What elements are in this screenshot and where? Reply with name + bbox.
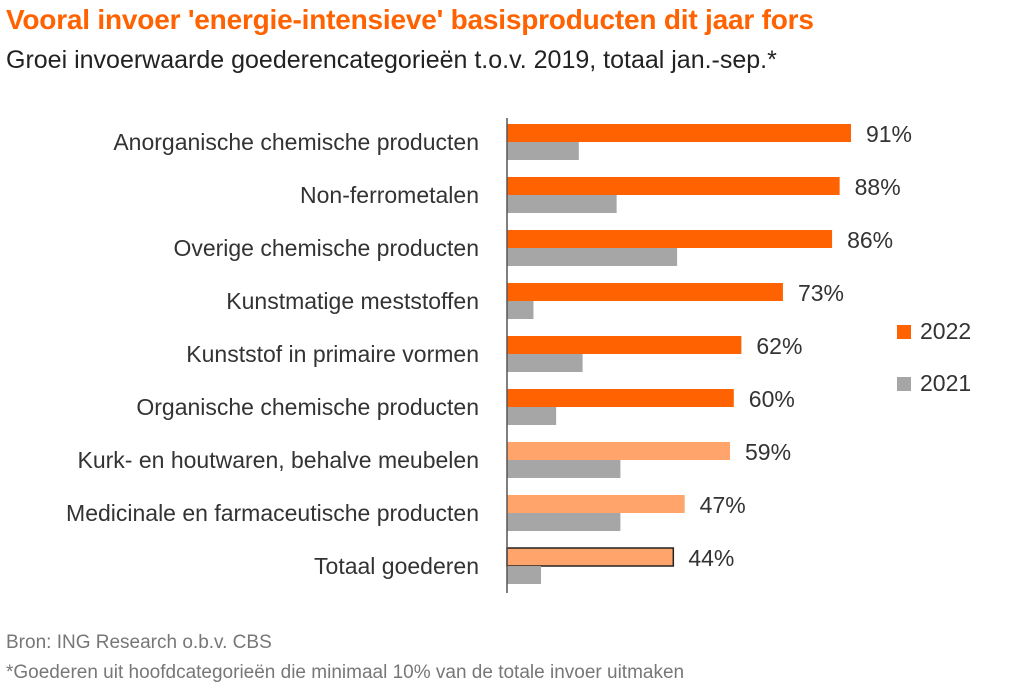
bar-2022 (506, 547, 675, 567)
bar-2022 (507, 442, 731, 460)
bar-2022 (507, 389, 734, 407)
data-label-2022: 91% (866, 121, 912, 147)
data-label-2022: 88% (855, 174, 901, 200)
legend-label-2021: 2021 (920, 370, 971, 396)
bar-2021 (507, 142, 579, 160)
footnote: *Goederen uit hoofdcategorieën die minim… (6, 662, 685, 683)
bar-2021 (507, 301, 534, 319)
bar-2022 (507, 495, 685, 513)
bar-2022 (507, 124, 851, 142)
bar-chart: Anorganische chemische producten 91% Non-f… (66, 118, 971, 593)
data-label-2022: 44% (688, 545, 734, 571)
category-label: Anorganische chemische producten (113, 129, 479, 155)
data-label-2022: 59% (745, 439, 791, 465)
category-label: Kunstmatige meststoffen (226, 288, 479, 314)
bar-2022 (507, 336, 742, 354)
data-label-2022: 62% (756, 333, 802, 359)
data-label-2022: 86% (847, 227, 893, 253)
bar-2021 (507, 407, 557, 425)
bar-2022 (507, 230, 833, 248)
category-label: Overige chemische producten (173, 235, 479, 261)
legend-swatch-2021 (897, 377, 911, 391)
data-label-2022: 47% (700, 492, 746, 518)
bar-2022 (507, 177, 840, 195)
bar-2021 (507, 195, 617, 213)
data-label-2022: 73% (798, 280, 844, 306)
bar-2022 (507, 283, 783, 301)
category-label: Medicinale en farmaceutische producten (66, 500, 479, 526)
legend-label-2022: 2022 (920, 318, 971, 344)
bar-2021 (507, 248, 678, 266)
data-label-2022: 60% (749, 386, 795, 412)
source-note: Bron: ING Research o.b.v. CBS (6, 632, 272, 653)
chart-subtitle: Groei invoerwaarde goederencategorieën t… (6, 46, 777, 74)
category-label: Totaal goederen (314, 553, 479, 579)
bar-2021 (507, 513, 621, 531)
category-label: Kunststof in primaire vormen (186, 341, 479, 367)
bar-2021 (507, 566, 542, 584)
category-label: Organische chemische producten (136, 394, 479, 420)
chart-title: Vooral invoer 'energie-intensieve' basis… (6, 4, 814, 35)
category-label: Kurk- en houtwaren, behalve meubelen (78, 447, 479, 473)
legend-swatch-2022 (897, 325, 911, 339)
bar-2021 (507, 460, 621, 478)
bar-2021 (507, 354, 583, 372)
category-label: Non-ferrometalen (300, 182, 479, 208)
